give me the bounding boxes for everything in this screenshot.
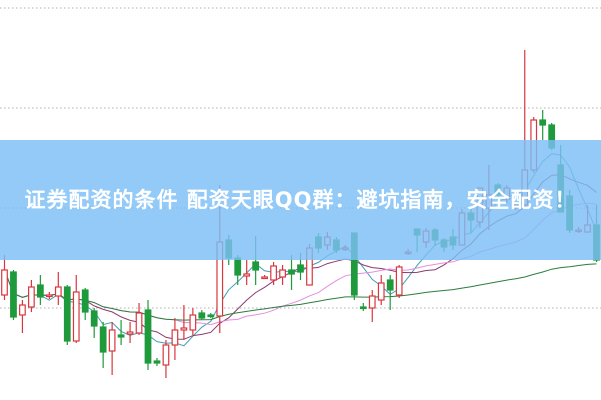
candle-down [90, 310, 98, 327]
candle-down [99, 326, 107, 353]
candle-up [180, 327, 188, 331]
candle-down [36, 284, 44, 298]
candle-up [279, 269, 286, 278]
candle-down [386, 279, 394, 291]
candle-up [108, 329, 116, 352]
title-banner: 证券配资的条件 配资天眼QQ群：避坑指南，安全配资！ [0, 140, 601, 260]
candle-down [234, 257, 242, 276]
candle-up [45, 294, 53, 298]
candle-down [539, 119, 547, 126]
candle-down [207, 314, 215, 318]
candle-up [1, 269, 8, 296]
candle-up [261, 276, 269, 280]
candle-up [270, 265, 277, 281]
candle-up [54, 286, 62, 297]
candle-up [171, 329, 179, 346]
candle-down [288, 269, 295, 275]
candle-up [126, 331, 134, 335]
candle-up [243, 273, 251, 277]
candle-up [72, 291, 80, 342]
banner-title: 证券配资的条件 配资天眼QQ群：避坑指南，安全配资！ [24, 188, 577, 212]
candle-up [189, 314, 197, 331]
candle-down [359, 306, 367, 310]
candle-up [162, 344, 170, 366]
candle-up [377, 282, 385, 301]
candle-down [153, 360, 161, 364]
candle-down [117, 334, 125, 338]
candle-up [135, 312, 143, 334]
candle-down [63, 286, 71, 342]
candle-up [395, 266, 403, 296]
candle-down [198, 312, 206, 319]
candle-down [81, 289, 89, 313]
candle-down [297, 264, 304, 273]
candle-up [19, 304, 26, 316]
candle-up [368, 295, 376, 309]
candle-down [10, 271, 17, 318]
candle-down [144, 309, 152, 364]
candle-down [252, 261, 260, 271]
candle-up [28, 286, 35, 308]
ma60-line [4, 263, 597, 321]
